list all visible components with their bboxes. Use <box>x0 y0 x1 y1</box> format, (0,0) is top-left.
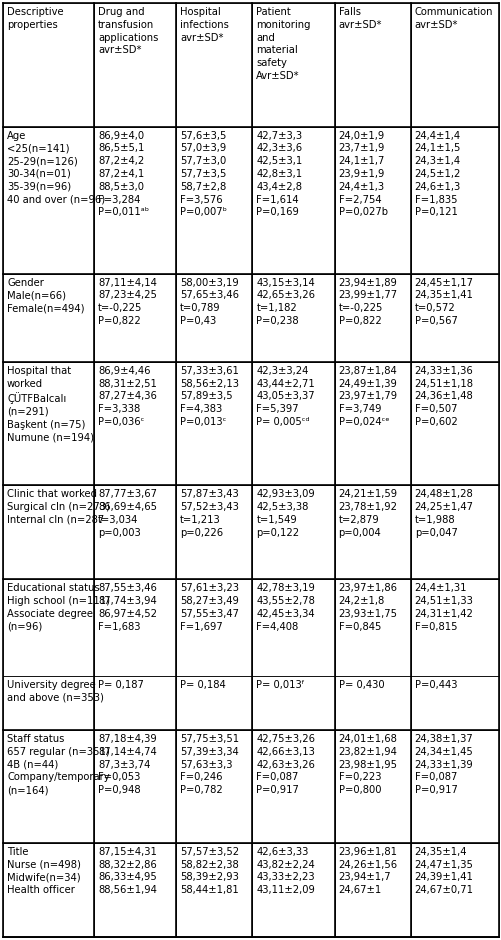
Bar <box>334 730 410 843</box>
Bar <box>252 730 334 843</box>
Bar <box>94 579 176 676</box>
Text: P= 0,013ᶠ: P= 0,013ᶠ <box>256 680 304 690</box>
Text: 24,01±1,68
23,82±1,94
23,98±1,95
F=0,223
P=0,800: 24,01±1,68 23,82±1,94 23,98±1,95 F=0,223… <box>338 734 397 795</box>
Bar <box>3 730 94 843</box>
Text: 42,6±3,33
43,82±2,24
43,33±2,23
43,11±2,09: 42,6±3,33 43,82±2,24 43,33±2,23 43,11±2,… <box>256 847 315 895</box>
Text: P=0,443: P=0,443 <box>414 680 456 690</box>
Text: 87,15±4,31
88,32±2,86
86,33±4,95
88,56±1,94: 87,15±4,31 88,32±2,86 86,33±4,95 88,56±1… <box>98 847 156 895</box>
Text: 42,75±3,26
42,66±3,13
42,63±3,26
F=0,087
P=0,917: 42,75±3,26 42,66±3,13 42,63±3,26 F=0,087… <box>256 734 315 795</box>
Bar <box>334 843 410 937</box>
Text: Clinic that worked
Surgical cln (n=273)
Internal cln (n=287: Clinic that worked Surgical cln (n=273) … <box>7 490 110 525</box>
Bar <box>334 579 410 676</box>
Bar <box>3 676 94 730</box>
Bar <box>252 843 334 937</box>
Bar <box>252 127 334 274</box>
Bar <box>94 127 176 274</box>
Text: Communication
avr±SD*: Communication avr±SD* <box>414 7 492 30</box>
Text: 43,15±3,14
42,65±3,26
t=1,182
P=0,238: 43,15±3,14 42,65±3,26 t=1,182 P=0,238 <box>256 277 315 326</box>
Text: Hospital
infections
avr±SD*: Hospital infections avr±SD* <box>180 7 228 42</box>
Bar <box>334 127 410 274</box>
Text: 23,97±1,86
24,2±1,8
23,93±1,75
F=0,845: 23,97±1,86 24,2±1,8 23,93±1,75 F=0,845 <box>338 584 397 632</box>
Bar <box>410 579 498 676</box>
Text: Staff status
657 regular (n=351)
4B (n=44)
Company/temporary
(n=164): Staff status 657 regular (n=351) 4B (n=4… <box>7 734 110 795</box>
Text: Age
<25(n=141)
25-29(n=126)
30-34(n=01)
35-39(n=96)
40 and over (n=96): Age <25(n=141) 25-29(n=126) 30-34(n=01) … <box>7 131 105 205</box>
Bar <box>410 676 498 730</box>
Bar <box>252 362 334 485</box>
Bar <box>252 579 334 676</box>
Text: 42,7±3,3
42,3±3,6
42,5±3,1
42,8±3,1
43,4±2,8
F=1,614
P=0,169: 42,7±3,3 42,3±3,6 42,5±3,1 42,8±3,1 43,4… <box>256 131 302 217</box>
Bar <box>176 274 252 362</box>
Text: 58,00±3,19
57,65±3,46
t=0,789
P=0,43: 58,00±3,19 57,65±3,46 t=0,789 P=0,43 <box>180 277 238 326</box>
Bar <box>410 362 498 485</box>
Text: P= 0,187: P= 0,187 <box>98 680 143 690</box>
Bar <box>176 676 252 730</box>
Text: Title
Nurse (n=498)
Midwife(n=34)
Health officer: Title Nurse (n=498) Midwife(n=34) Health… <box>7 847 81 895</box>
Text: P= 0,184: P= 0,184 <box>180 680 225 690</box>
Bar <box>334 274 410 362</box>
Text: 57,57±3,52
58,82±2,38
58,39±2,93
58,44±1,81: 57,57±3,52 58,82±2,38 58,39±2,93 58,44±1… <box>180 847 239 895</box>
Bar <box>334 362 410 485</box>
Bar <box>410 274 498 362</box>
Bar <box>94 485 176 579</box>
Bar <box>176 579 252 676</box>
Bar <box>94 676 176 730</box>
Bar <box>176 3 252 127</box>
Bar <box>410 730 498 843</box>
Text: P= 0,430: P= 0,430 <box>338 680 383 690</box>
Text: 87,18±4,39
87,14±4,74
87,3±3,74
F=0,053
P=0,948: 87,18±4,39 87,14±4,74 87,3±3,74 F=0,053 … <box>98 734 156 795</box>
Text: 57,6±3,5
57,0±3,9
57,7±3,0
57,7±3,5
58,7±2,8
F=3,576
P=0,007ᵇ: 57,6±3,5 57,0±3,9 57,7±3,0 57,7±3,5 58,7… <box>180 131 226 217</box>
Bar <box>410 485 498 579</box>
Text: Drug and
transfusion
applications
avr±SD*: Drug and transfusion applications avr±SD… <box>98 7 158 55</box>
Bar <box>94 843 176 937</box>
Bar <box>3 362 94 485</box>
Text: 23,87±1,84
24,49±1,39
23,97±1,79
F=3,749
P=0,024ᶜᵉ: 23,87±1,84 24,49±1,39 23,97±1,79 F=3,749… <box>338 366 397 427</box>
Bar <box>252 274 334 362</box>
Text: 42,78±3,19
43,55±2,78
42,45±3,34
F=4,408: 42,78±3,19 43,55±2,78 42,45±3,34 F=4,408 <box>256 584 315 632</box>
Bar <box>252 676 334 730</box>
Text: 87,11±4,14
87,23±4,25
t=-0,225
P=0,822: 87,11±4,14 87,23±4,25 t=-0,225 P=0,822 <box>98 277 156 326</box>
Text: 57,87±3,43
57,52±3,43
t=1,213
p=0,226: 57,87±3,43 57,52±3,43 t=1,213 p=0,226 <box>180 490 238 538</box>
Bar <box>410 3 498 127</box>
Bar <box>176 485 252 579</box>
Bar <box>94 3 176 127</box>
Text: 86,9±4,0
86,5±5,1
87,2±4,2
87,2±4,1
88,5±3,0
F=3,284
P=0,011ᵃᵇ: 86,9±4,0 86,5±5,1 87,2±4,2 87,2±4,1 88,5… <box>98 131 149 217</box>
Bar <box>94 730 176 843</box>
Bar <box>3 274 94 362</box>
Bar <box>334 676 410 730</box>
Text: 24,4±1,4
24,1±1,5
24,3±1,4
24,5±1,2
24,6±1,3
F=1,835
P=0,121: 24,4±1,4 24,1±1,5 24,3±1,4 24,5±1,2 24,6… <box>414 131 460 217</box>
Bar <box>176 362 252 485</box>
Bar <box>3 485 94 579</box>
Text: 24,48±1,28
24,25±1,47
t=1,988
p=0,047: 24,48±1,28 24,25±1,47 t=1,988 p=0,047 <box>414 490 473 538</box>
Text: 42,3±3,24
43,44±2,71
43,05±3,37
F=5,397
P= 0,005ᶜᵈ: 42,3±3,24 43,44±2,71 43,05±3,37 F=5,397 … <box>256 366 315 427</box>
Bar <box>176 730 252 843</box>
Bar <box>3 3 94 127</box>
Text: 24,45±1,17
24,35±1,41
t=0,572
P=0,567: 24,45±1,17 24,35±1,41 t=0,572 P=0,567 <box>414 277 473 326</box>
Bar <box>252 485 334 579</box>
Text: 87,77±3,67
86,69±4,65
t=3,034
p=0,003: 87,77±3,67 86,69±4,65 t=3,034 p=0,003 <box>98 490 157 538</box>
Text: Falls
avr±SD*: Falls avr±SD* <box>338 7 381 30</box>
Text: 24,35±1,4
24,47±1,35
24,39±1,41
24,67±0,71: 24,35±1,4 24,47±1,35 24,39±1,41 24,67±0,… <box>414 847 473 895</box>
Text: Patient
monitoring
and
material
safety
Avr±SD*: Patient monitoring and material safety A… <box>256 7 310 81</box>
Bar <box>3 843 94 937</box>
Text: 42,93±3,09
42,5±3,38
t=1,549
p=0,122: 42,93±3,09 42,5±3,38 t=1,549 p=0,122 <box>256 490 315 538</box>
Text: Descriptive
properties: Descriptive properties <box>7 7 64 30</box>
Bar <box>334 485 410 579</box>
Text: 24,4±1,31
24,51±1,33
24,31±1,42
F=0,815: 24,4±1,31 24,51±1,33 24,31±1,42 F=0,815 <box>414 584 472 632</box>
Text: 57,75±3,51
57,39±3,34
57,63±3,3
F=0,246
P=0,782: 57,75±3,51 57,39±3,34 57,63±3,3 F=0,246 … <box>180 734 239 795</box>
Text: 23,94±1,89
23,99±1,77
t=-0,225
P=0,822: 23,94±1,89 23,99±1,77 t=-0,225 P=0,822 <box>338 277 397 326</box>
Text: Educational status
High school (n=111)
Associate degree
(n=96): Educational status High school (n=111) A… <box>7 584 110 632</box>
Text: 24,0±1,9
23,7±1,9
24,1±1,7
23,9±1,9
24,4±1,3
F=2,754
P=0,027b: 24,0±1,9 23,7±1,9 24,1±1,7 23,9±1,9 24,4… <box>338 131 387 217</box>
Text: 57,33±3,61
58,56±2,13
57,89±3,5
F=4,383
P=0,013ᶜ: 57,33±3,61 58,56±2,13 57,89±3,5 F=4,383 … <box>180 366 238 427</box>
Bar <box>334 3 410 127</box>
Bar <box>410 843 498 937</box>
Bar <box>94 362 176 485</box>
Text: 24,21±1,59
23,78±1,92
t=2,879
p=0,004: 24,21±1,59 23,78±1,92 t=2,879 p=0,004 <box>338 490 397 538</box>
Bar <box>410 127 498 274</box>
Bar <box>94 274 176 362</box>
Bar <box>3 579 94 676</box>
Text: Hospital that
worked
ÇÜTFBalcalı
(n=291)
Başkent (n=75)
Numune (n=194): Hospital that worked ÇÜTFBalcalı (n=291)… <box>7 366 94 443</box>
Bar <box>252 3 334 127</box>
Bar <box>176 127 252 274</box>
Text: Gender
Male(n=66)
Female(n=494): Gender Male(n=66) Female(n=494) <box>7 277 84 313</box>
Text: 24,38±1,37
24,34±1,45
24,33±1,39
F=0,087
P=0,917: 24,38±1,37 24,34±1,45 24,33±1,39 F=0,087… <box>414 734 472 795</box>
